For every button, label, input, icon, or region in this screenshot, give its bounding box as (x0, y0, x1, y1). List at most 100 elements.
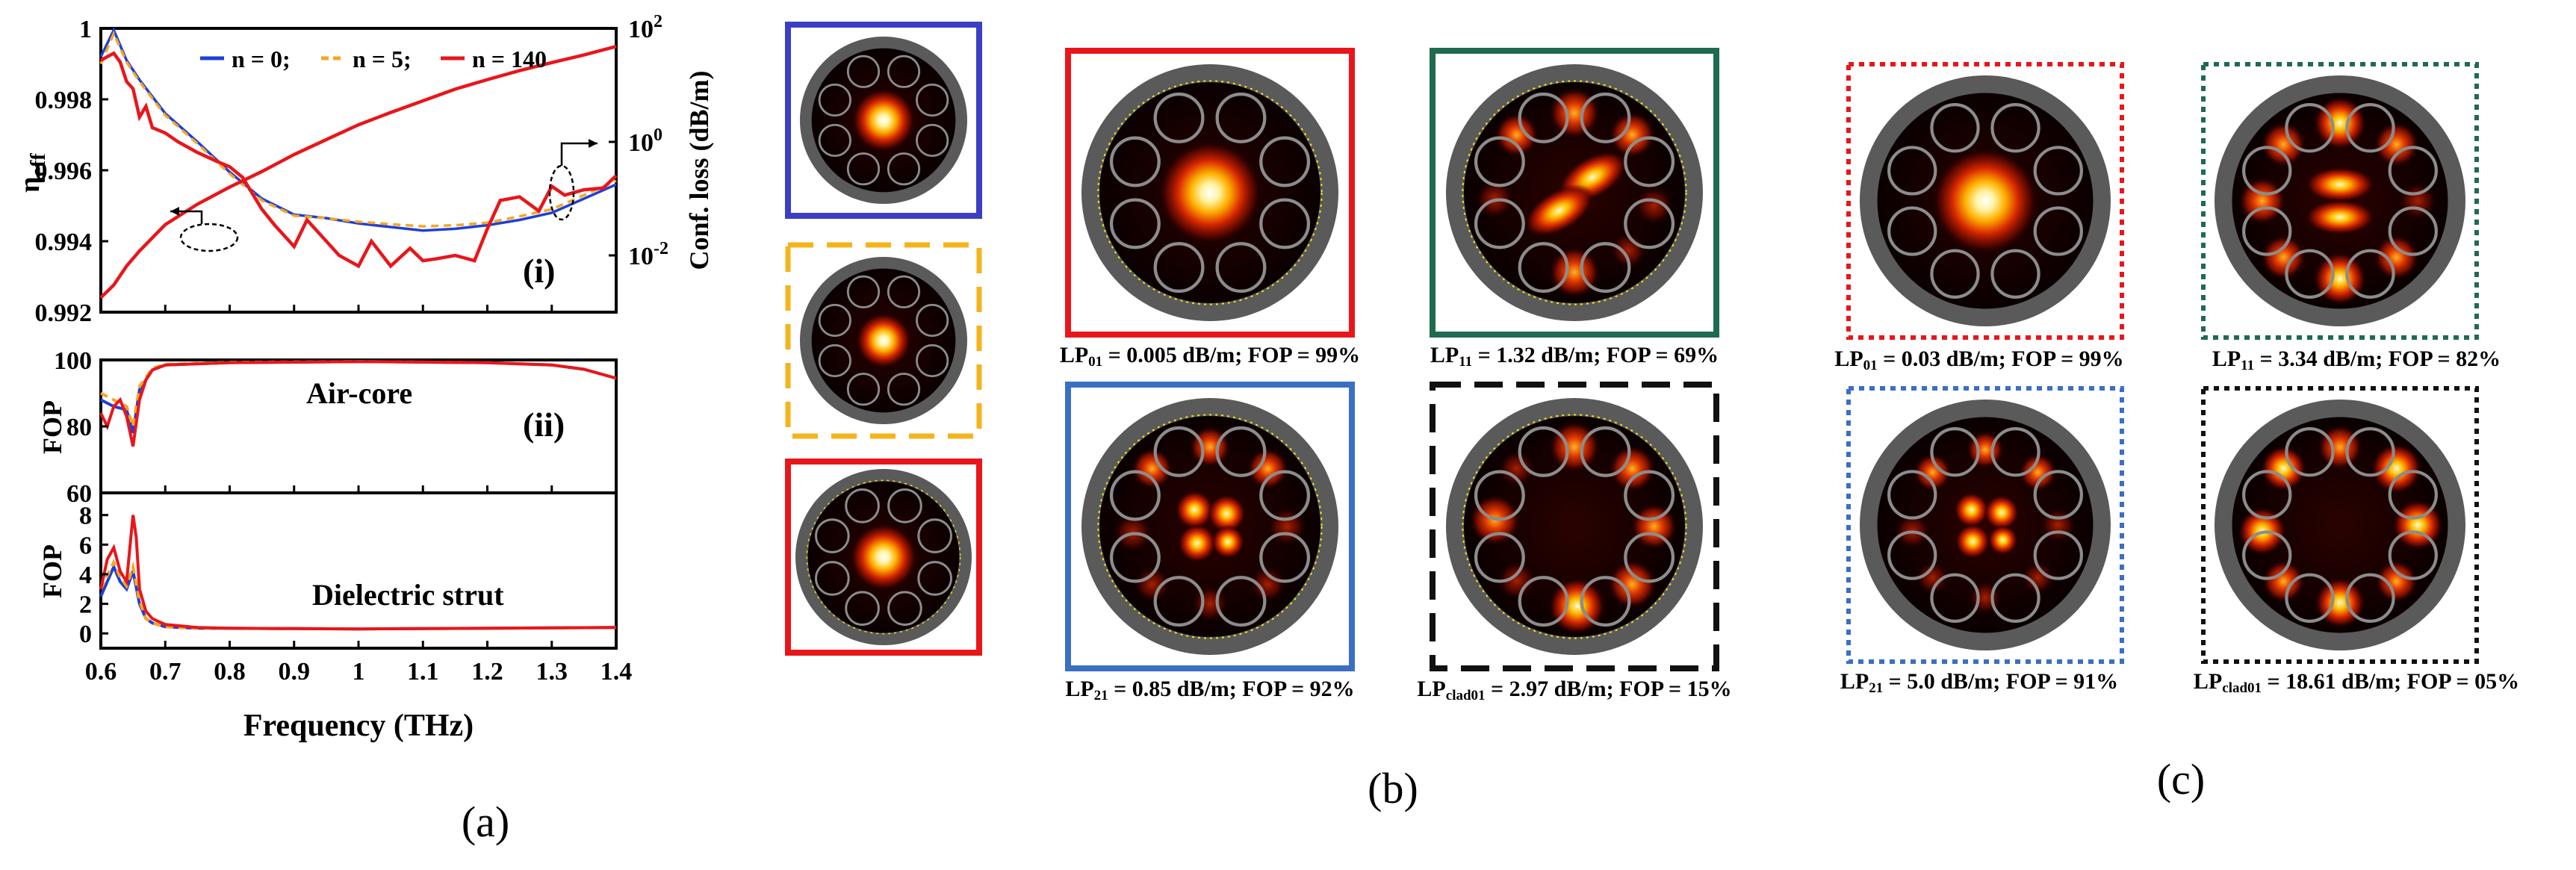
cladding-tube (917, 561, 952, 596)
legend: n = 0; n = 5; n = 140 (200, 46, 547, 72)
cladding-tube (1518, 92, 1569, 143)
mode-intensity-lobe (1158, 141, 1261, 244)
cladding-tube (1624, 532, 1675, 583)
cladding-tube (1474, 136, 1525, 187)
frame-small-orange (785, 242, 982, 439)
cladding-tube (1153, 92, 1205, 143)
cladding-tube (1153, 576, 1205, 627)
cladding-tube (1259, 470, 1311, 521)
cladding-tube (887, 373, 921, 406)
mode-intensity-lobe (2262, 560, 2305, 603)
mode-intensity-lobe (1250, 566, 1286, 603)
mode-intensity-lobe (2392, 500, 2443, 550)
caption-b-lp11: LP11 = 1.32 dB/m; FOP = 69% (1430, 343, 1719, 370)
cladding-tube (2345, 573, 2395, 623)
cladding-tube (1887, 530, 1937, 580)
caption-b-lp21: LP21 = 0.85 dB/m; FOP = 92% (1065, 677, 1354, 703)
cladding-tube (2345, 427, 2395, 477)
cladding-tube (1624, 136, 1675, 187)
cladding-tube (2242, 206, 2292, 256)
mode-intensity-lobe (1247, 448, 1288, 490)
fiber-mode-b-lp01 (1081, 64, 1338, 321)
cladding-tube (887, 55, 921, 88)
frame-c-lp21 (1846, 386, 2124, 664)
mode-intensity-lobe (1610, 232, 1647, 269)
cladding-tube (818, 344, 851, 378)
y-tick-label-iii: 6 (79, 532, 92, 559)
ylabel-fop-mid: FOP (37, 400, 67, 454)
mode-intensity-lobe (2398, 181, 2437, 220)
mode-intensity-lobe (1211, 525, 1245, 559)
fiber-mode-b-lpclad (1446, 398, 1703, 655)
cladding-tube (1109, 470, 1161, 521)
y-tick-label-iii: 2 (79, 591, 92, 619)
cladding-tube (2242, 146, 2292, 196)
cladding-tube (2033, 146, 2083, 196)
mode-intensity-lobe (2304, 199, 2376, 235)
cladding-tube (916, 303, 949, 338)
mode-intensity-lobe (1607, 559, 1657, 609)
cladding-tube (1930, 103, 1980, 153)
frame-b-lp21 (1065, 382, 1355, 671)
frame-c-lp01 (1846, 62, 2124, 340)
panel-c: LP01 = 0.03 dB/m; FOP = 99% LP11 = 3.34 … (1834, 62, 2519, 804)
mode-intensity-lobe (1498, 450, 1535, 487)
cladding-tube (2285, 103, 2335, 153)
mode-intensity-lobe (2371, 443, 2422, 494)
caption-b-lpclad: LPclad01 = 2.97 dB/m; FOP = 15% (1417, 677, 1731, 703)
cladding-tube (2033, 470, 2083, 520)
cladding-tube (2033, 530, 2083, 580)
cladding-tube (1474, 532, 1525, 583)
mode-intensity-lobe (2021, 561, 2055, 594)
series-line-ii-n140 (99, 360, 617, 447)
mode-intensity-lobe (1916, 561, 1949, 594)
cladding-tube (1153, 242, 1205, 293)
cladding-tube (846, 55, 881, 88)
y-tick-label-iii: 4 (79, 562, 92, 589)
cladding-tube (818, 123, 851, 158)
mode-intensity-lobe (2019, 453, 2057, 491)
plot-i-curves (99, 27, 618, 299)
dielectric-boundary (806, 479, 961, 635)
cladding-tube (846, 152, 881, 186)
cladding-tube (916, 83, 949, 117)
cladding-tube (1518, 426, 1569, 477)
mode-intensity-lobe (1548, 420, 1601, 473)
y-tick-label-iii: 8 (79, 503, 92, 530)
cladding-tube (1215, 242, 1267, 293)
mode-intensity-lobe (1984, 494, 2020, 530)
plot-iii-curves (99, 515, 617, 631)
panel-a: 0.6 0.7 0.8 0.9 1 1.1 1.2 1.3 1.4 1 0.998 0.996 0.99… (14, 12, 714, 846)
cladding-tube (1109, 198, 1161, 249)
cladding-tube (818, 303, 851, 338)
x-tick-label: 1.4 (600, 658, 633, 686)
mode-intensity-lobe (1634, 186, 1674, 225)
cladding-tube (1215, 576, 1267, 627)
caption-c-lpclad: LPclad01 = 18.61 dB/m; FOP = 05% (2194, 669, 2519, 696)
dielectric-boundary (1462, 414, 1687, 639)
cladding-tube (2388, 146, 2438, 196)
caption-b-lp01: LP01 = 0.005 dB/m; FOP = 99% (1060, 343, 1360, 370)
cladding-tube (2388, 530, 2438, 580)
legend-label-n5: n = 5; (353, 46, 412, 72)
y-tick-label-left: 0.992 (35, 299, 93, 327)
y-tick-label-left: 0.994 (35, 229, 93, 256)
cladding-tube (2345, 249, 2395, 299)
series-line-i-n0 (99, 27, 617, 232)
cladding-tube (1580, 576, 1631, 627)
ylabel-fop-bottom: FOP (37, 544, 67, 598)
fiber-mode-small-n5 (800, 257, 967, 424)
y-tick-label-left: 0.996 (35, 158, 93, 185)
legend-label-n0: n = 0; (232, 46, 291, 72)
cladding-tube (1580, 426, 1631, 477)
cladding-tube (1624, 198, 1675, 249)
caption-c-lp01: LP01 = 0.03 dB/m; FOP = 99% (1834, 347, 2123, 373)
cladding-tube (2345, 103, 2395, 153)
mode-intensity-lobe (2261, 234, 2306, 280)
x-tick-label: 0.9 (279, 658, 311, 686)
cladding-tube (1518, 576, 1569, 627)
panel-a-ticks: 0.6 0.7 0.8 0.9 1 1.1 1.2 1.3 1.4 1 0.998 0.996 0.99… (35, 12, 669, 686)
axis-indicator-left (170, 207, 239, 252)
x-tick-label: 0.8 (214, 658, 246, 686)
cladding-tube (1474, 470, 1525, 521)
